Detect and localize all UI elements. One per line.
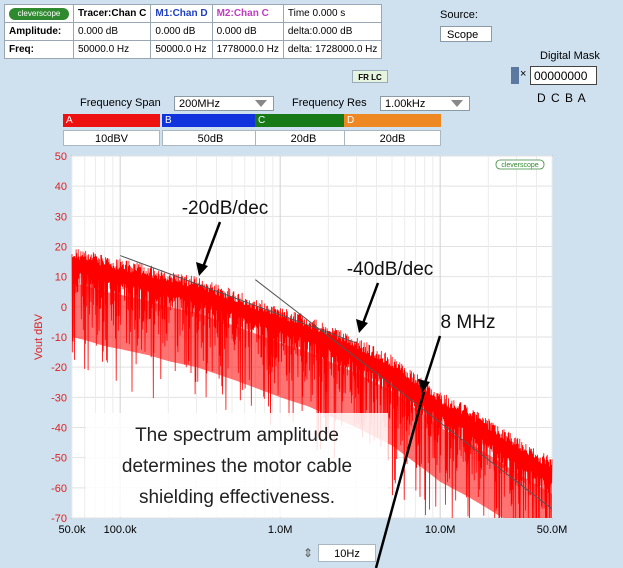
span-label: Frequency Span: [80, 97, 161, 109]
y-tick-label: 20: [55, 242, 67, 254]
digital-mask-input[interactable]: 00000000: [530, 66, 597, 85]
chevron-down-icon: [451, 100, 463, 107]
digital-mask-label: Digital Mask: [540, 50, 600, 62]
y-axis-label: Vout dBV: [33, 313, 45, 360]
channel-d-scale[interactable]: 20dB: [344, 130, 441, 146]
arrow-8mhz-top: [422, 335, 442, 387]
y-tick-label: -50: [51, 453, 67, 465]
channel-a-bar[interactable]: A: [63, 114, 160, 127]
arrowhead-20db: [196, 262, 208, 276]
x-tick-label: 10.0M: [425, 524, 456, 536]
annotation-40db: -40dB/dec: [347, 259, 434, 280]
watermark-text: cleverscope: [501, 162, 538, 169]
arrow-40db: [360, 282, 380, 327]
spectrum-fill: [72, 282, 552, 518]
mask-letters: D C B A: [537, 91, 587, 105]
freq-m2: 1778000.0 Hz: [211, 40, 284, 59]
x-tick-label: 100.0k: [104, 524, 138, 536]
annotations: -20dB/dec -40dB/dec 8 MHz The spectrum ampl…: [86, 198, 495, 568]
annotation-8mhz: 8 MHz: [441, 312, 496, 333]
fr-lc-button[interactable]: FR LC: [352, 70, 388, 83]
y-tick-label: -20: [51, 362, 67, 374]
y-tick-label: -30: [51, 392, 67, 404]
freq-tracer: 50000.0 Hz: [72, 40, 152, 59]
channel-b-scale[interactable]: 50dB: [162, 130, 259, 146]
freq-m1: 50000.0 Hz: [150, 40, 213, 59]
spinner-icon[interactable]: ⇕: [303, 546, 314, 560]
source-label: Source:: [440, 9, 478, 21]
logo-cell: cleverscope: [4, 4, 74, 23]
measurement-table: cleverscope Tracer:Chan C M1:Chan D M2:C…: [4, 4, 383, 59]
span-value: 200MHz: [179, 98, 220, 110]
y-tick-label: -60: [51, 483, 67, 495]
arrowhead-8mhz: [418, 379, 430, 393]
x-tick-label: 1.0M: [268, 524, 292, 536]
x-tick-label: 50.0M: [537, 524, 568, 536]
chevron-down-icon: [255, 100, 267, 107]
source-select[interactable]: Scope: [440, 26, 492, 42]
y-tick-label: 30: [55, 211, 67, 223]
res-label: Frequency Res: [292, 97, 367, 109]
y-tick-label: -40: [51, 423, 67, 435]
channel-c-bar[interactable]: C: [255, 114, 352, 127]
freq-delta: delta: 1728000.0 Hz: [282, 40, 383, 59]
y-tick-label: -70: [51, 513, 67, 525]
x-tick-label: 50.0k: [59, 524, 86, 536]
arrowhead-40db: [356, 319, 368, 333]
y-tick-label: 0: [61, 302, 67, 314]
bottom-value-field[interactable]: 10Hz: [318, 544, 376, 562]
y-tick-label: 10: [55, 272, 67, 284]
res-value: 1.00kHz: [385, 98, 426, 110]
freq-label: Freq:: [4, 40, 74, 59]
slope-reference-line: [119, 255, 357, 344]
annotation-line: The spectrum amplitude: [135, 425, 339, 446]
x-tick-labels: 50.0k 100.0k 1.0M 10.0M 50.0M: [59, 524, 568, 536]
y-tick-label: 50: [55, 151, 67, 163]
cleverscope-logo: cleverscope: [9, 7, 69, 20]
y-tick-labels: -70 -60 -50 -40 -30 -20 -10 0 10 20 30 40 50: [51, 151, 67, 525]
arrow-20db: [200, 221, 222, 271]
channel-d-bar[interactable]: D: [344, 114, 441, 127]
watermark-logo: [495, 159, 545, 170]
annotation-line: shielding effectiveness.: [139, 487, 335, 508]
res-select[interactable]: 1.00kHz: [380, 96, 470, 111]
slope-reference-line: [255, 279, 553, 510]
annotation-description: The spectrum amplitude determines the mot…: [122, 425, 352, 508]
y-tick-label: -10: [51, 332, 67, 344]
channel-c-scale[interactable]: 20dB: [255, 130, 352, 146]
mask-prefix: ×: [520, 68, 527, 80]
span-select[interactable]: 200MHz: [174, 96, 274, 111]
y-tick-label: 40: [55, 181, 67, 193]
annotation-line: determines the motor cable: [122, 456, 352, 477]
mask-spinner-icon[interactable]: [511, 67, 519, 84]
annotation-box: [86, 413, 388, 517]
channel-a-scale[interactable]: 10dBV: [63, 130, 160, 146]
channel-b-bar[interactable]: B: [162, 114, 259, 127]
reference-lines: [119, 255, 553, 510]
annotation-20db: -20dB/dec: [182, 198, 269, 219]
arrow-8mhz-bottom: [374, 391, 426, 568]
